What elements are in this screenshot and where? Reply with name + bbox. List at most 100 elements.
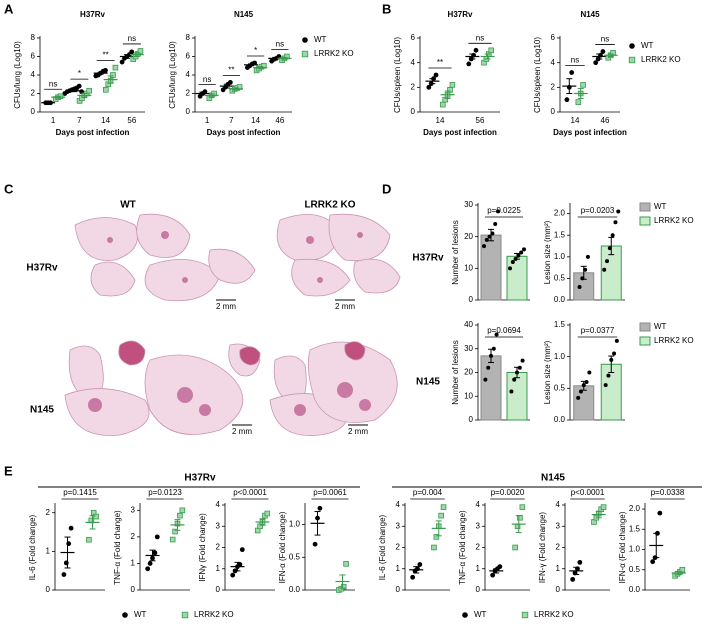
data-point xyxy=(103,87,109,93)
y-tick-label: 2 xyxy=(396,543,401,552)
y-tick-label: 1.5 xyxy=(554,230,566,239)
legend-marker xyxy=(302,37,308,43)
x-tick-label: 56 xyxy=(476,116,485,125)
chart: 0 10 20 30 Number of lesions p=0.0225 xyxy=(451,200,530,304)
y-tick-label: 0.0 xyxy=(629,585,641,594)
y-axis-label: Number of lesions xyxy=(451,340,460,404)
chart: 0 1 2 3 4 IL-6 (Fold change) p=0.004 xyxy=(378,488,450,594)
data-point xyxy=(61,572,67,577)
data-point xyxy=(433,72,439,78)
y-tick-label: 0 xyxy=(469,415,474,424)
x-axis-label: Days post infection xyxy=(423,128,497,137)
y-tick-label: 1 xyxy=(131,559,136,568)
y-tick-label: 4 xyxy=(476,500,481,509)
p-value: p<0.0001 xyxy=(233,488,267,497)
legend-label: WT xyxy=(134,610,147,619)
p-value: p<0.0001 xyxy=(571,488,605,497)
chart-title: H37Rv xyxy=(80,10,105,19)
data-point xyxy=(509,389,514,394)
data-point xyxy=(431,544,437,551)
p-value: p=0.0377 xyxy=(581,326,615,335)
x-tick-label: 1 xyxy=(205,116,210,125)
x-tick-label: 56 xyxy=(127,116,136,125)
significance-label: ** xyxy=(228,66,234,75)
data-point xyxy=(570,576,576,582)
data-point xyxy=(616,209,621,214)
significance-label: ns xyxy=(601,35,609,44)
data-point xyxy=(564,97,570,103)
data-point xyxy=(512,377,517,382)
p-value: p=0.1415 xyxy=(63,488,97,497)
y-tick-label: 0 xyxy=(216,585,221,594)
p-value: p=0.004 xyxy=(413,488,443,497)
data-point xyxy=(600,49,606,54)
data-point xyxy=(493,222,498,226)
data-point xyxy=(508,266,512,271)
data-point xyxy=(172,528,178,535)
data-point xyxy=(93,513,99,520)
y-axis-label: Lesion size (mm²) xyxy=(543,340,552,404)
y-axis-label: IFN-α (Fold change) xyxy=(278,511,287,583)
legend-label: LRRK2 KO xyxy=(314,49,354,58)
legend-label: LRRK2 KO xyxy=(194,610,234,619)
y-tick-label: 6 xyxy=(411,33,416,42)
y-tick-label: 1.0 xyxy=(629,545,641,554)
data-point xyxy=(482,244,486,249)
p-value: p=0.0338 xyxy=(651,488,685,497)
data-point xyxy=(577,285,582,290)
y-tick-label: 2 xyxy=(31,89,36,98)
y-tick-label: 4 xyxy=(556,500,561,509)
data-point xyxy=(520,358,525,363)
data-point xyxy=(110,72,116,78)
y-tick-label: 3 xyxy=(476,521,481,530)
scale-bar-label: 2 mm xyxy=(335,302,355,311)
y-tick-label: 1 xyxy=(216,564,221,573)
panel-label: A xyxy=(4,1,14,16)
y-tick-label: 0.5 xyxy=(554,274,566,283)
y-tick-label: 0 xyxy=(131,585,136,594)
chart: 0 2 4 6 8 CFUs/lung (Log10) H37Rv 1 7 14 56 Days po… xyxy=(13,10,145,137)
p-value: p=0.0123 xyxy=(148,488,182,497)
y-tick-label: 4 xyxy=(396,500,401,509)
y-tick-label: 2 xyxy=(216,543,221,552)
y-tick-label: 4 xyxy=(551,58,556,67)
y-tick-label: 1 xyxy=(396,564,401,573)
x-tick-label: 14 xyxy=(251,116,260,125)
y-tick-label: 0.0 xyxy=(554,295,566,304)
chart: 0 1 2 3 TNF-α (Fold change) p=0.0123 WT LRRK2 K… xyxy=(113,488,233,619)
y-tick-label: 2.0 xyxy=(629,504,641,513)
x-tick-label: 46 xyxy=(601,116,610,125)
y-tick-label: 3 xyxy=(396,521,401,530)
data-point xyxy=(76,83,82,89)
data-point xyxy=(119,59,125,65)
y-tick-label: 2.0 xyxy=(554,209,566,218)
legend-marker xyxy=(629,43,635,49)
data-point xyxy=(650,559,656,565)
y-axis-label: Lesion size (mm²) xyxy=(543,220,552,284)
scale-bar-label: 2 mm xyxy=(216,302,236,311)
y-axis-label: TNF-α (Fold change) xyxy=(113,510,122,585)
significance-label: ns xyxy=(476,33,484,42)
data-point xyxy=(227,80,233,85)
data-point xyxy=(86,87,92,94)
data-point xyxy=(612,351,617,356)
y-tick-label: 0.0 xyxy=(554,415,566,424)
data-point xyxy=(86,536,92,543)
legend-label: WT xyxy=(654,202,667,211)
data-point xyxy=(417,562,423,567)
data-point xyxy=(510,260,515,264)
y-tick-label: 4 xyxy=(31,70,36,79)
row-label: H37Rv xyxy=(26,263,58,274)
data-point xyxy=(483,377,488,382)
chart-title: N145 xyxy=(580,10,600,19)
data-point xyxy=(340,583,347,590)
y-tick-label: 8 xyxy=(186,33,191,42)
legend-label: WT xyxy=(641,41,654,50)
data-point xyxy=(486,365,491,370)
data-point xyxy=(585,254,590,259)
y-axis-label: CFUs/spleen (Log10) xyxy=(393,37,402,113)
legend-marker xyxy=(122,612,128,618)
row-label: N145 xyxy=(30,405,54,416)
data-point xyxy=(449,82,456,88)
y-axis-label: CFUs/lung (Log10) xyxy=(13,41,22,109)
